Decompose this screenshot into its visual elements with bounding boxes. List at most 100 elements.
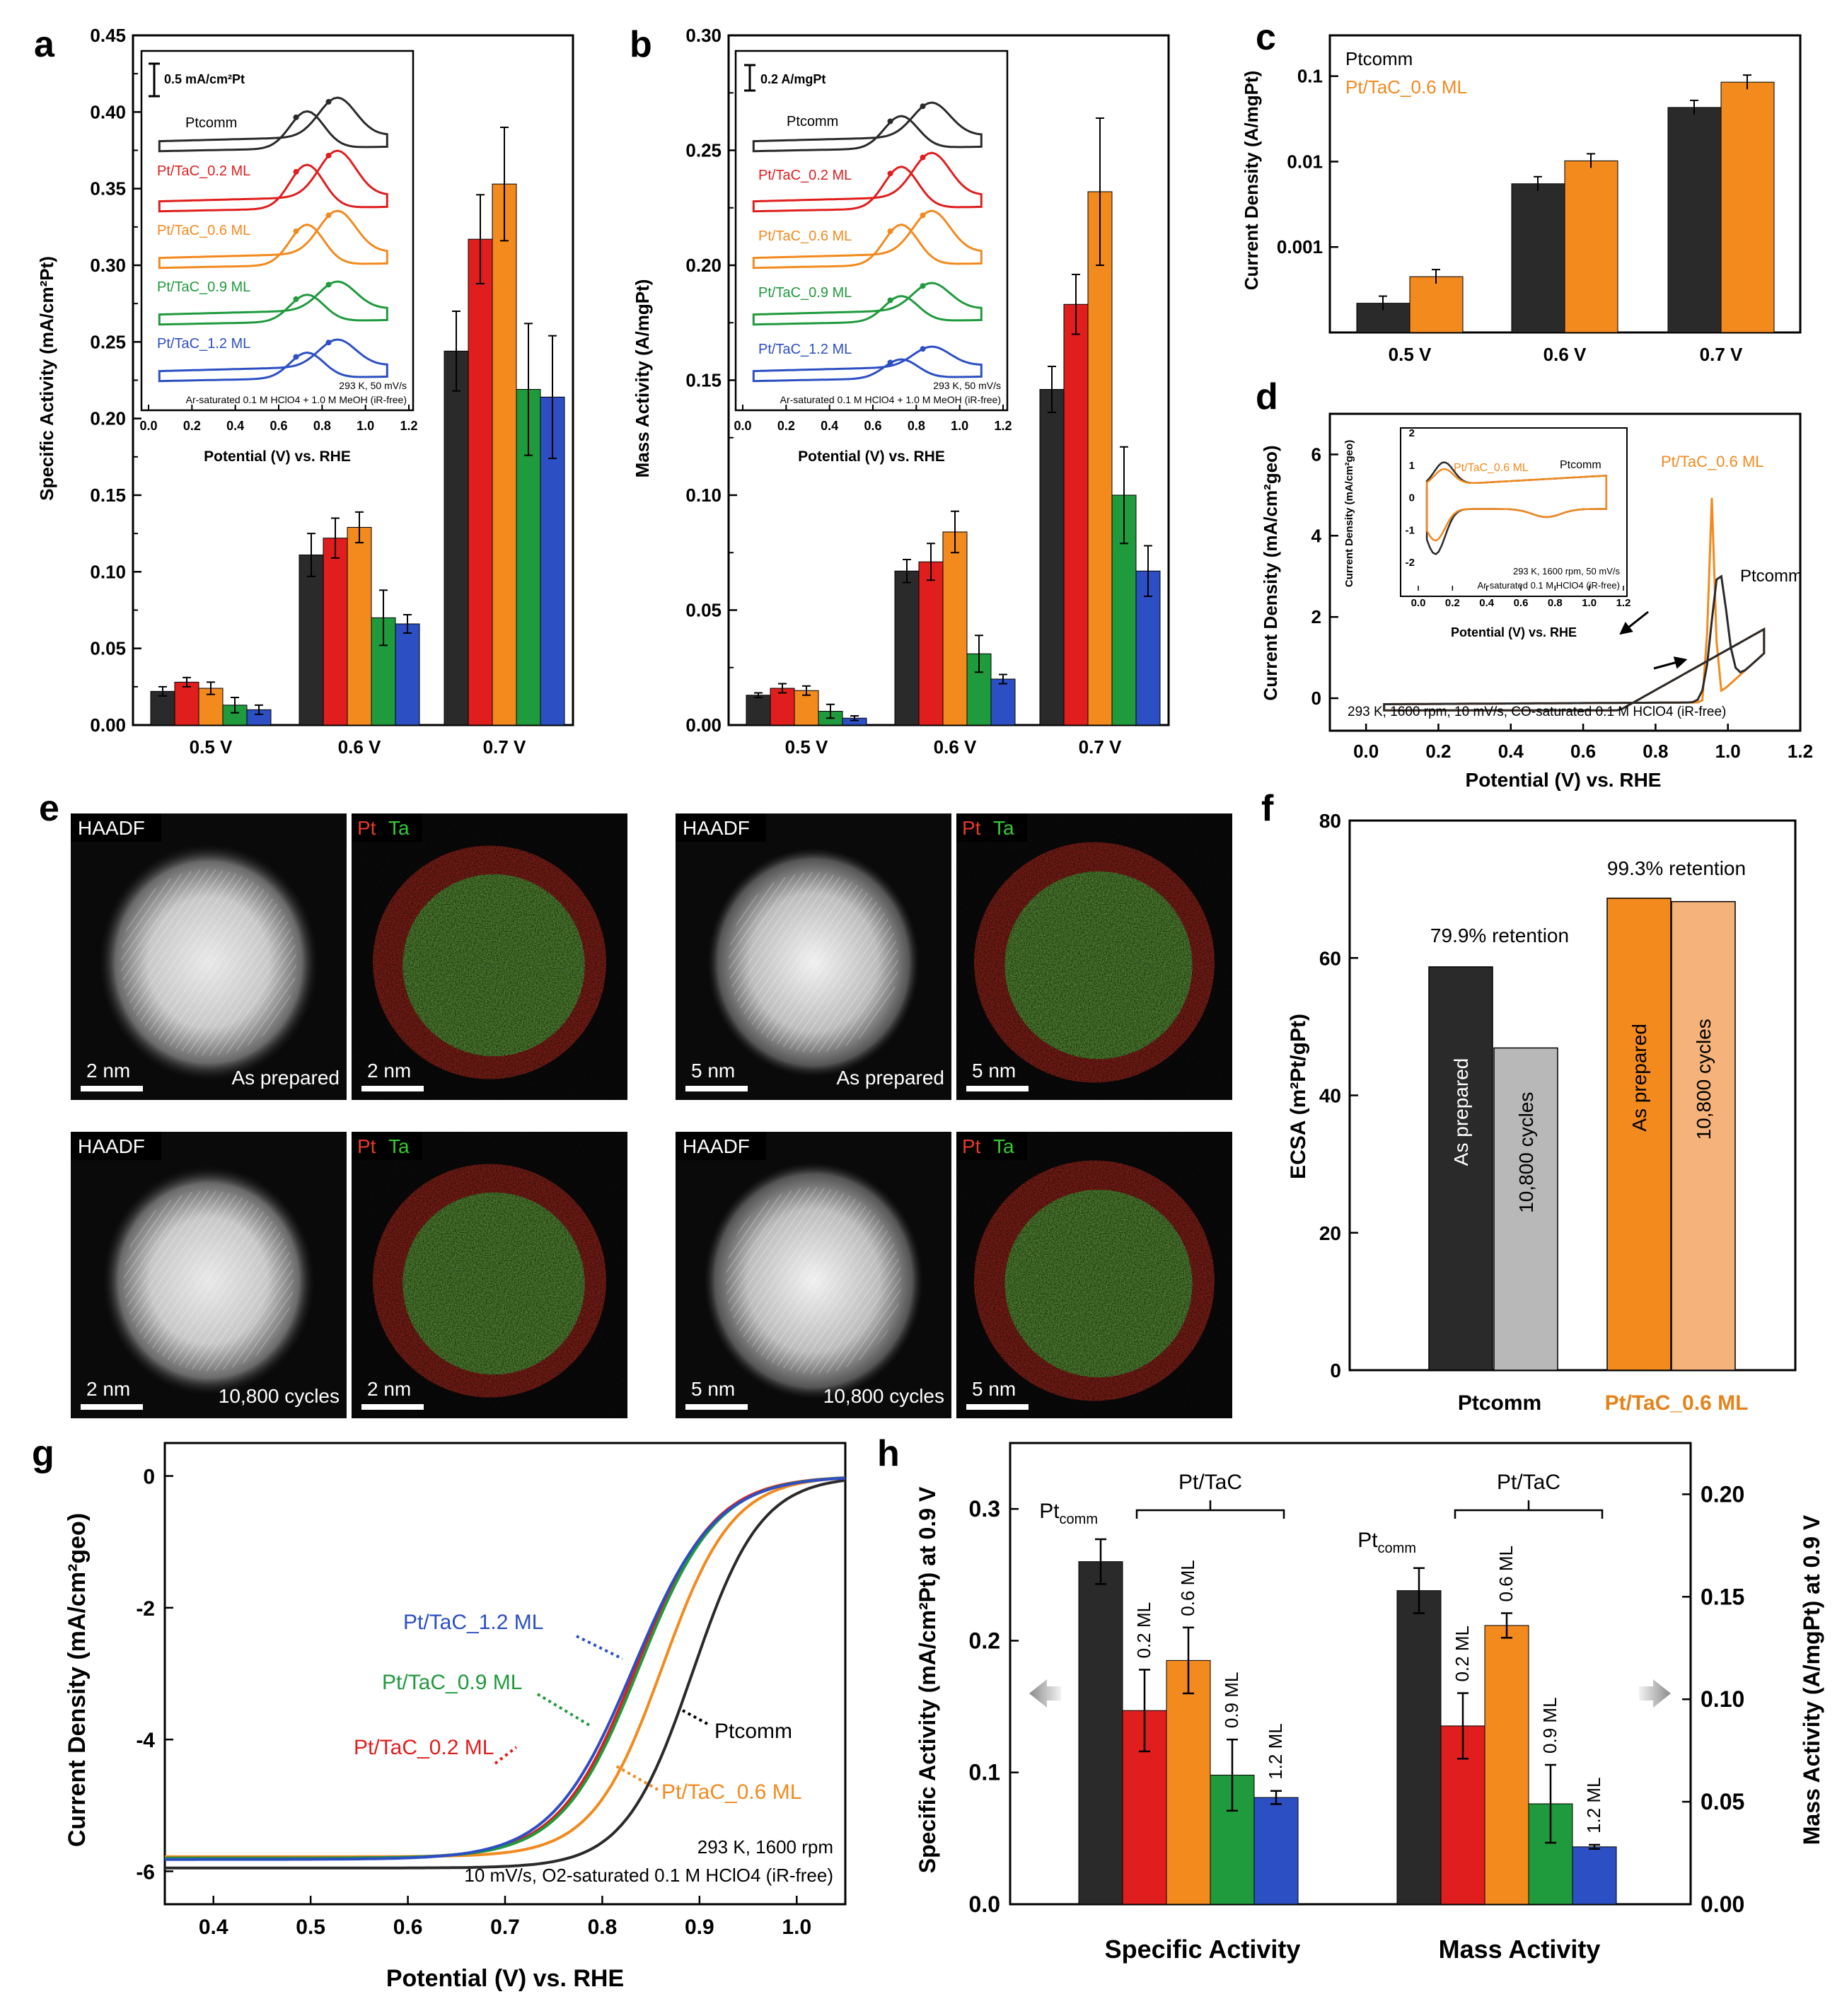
scale-bar-label: 2 nm (86, 1378, 130, 1400)
panel-h-ytick-label-left: 0.2 (969, 1628, 1000, 1653)
panel-b-ylabel: Mass Activity (A/mgPt) (632, 279, 653, 478)
panel-g-xtick-label: 0.8 (588, 1916, 618, 1939)
panel-b-inset-cv-curve (752, 209, 983, 270)
panel-d-arrow-down (1619, 610, 1649, 635)
scale-bar-label: 5 nm (972, 1060, 1016, 1082)
panel-g-label-ptcomm: Ptcomm (714, 1720, 792, 1743)
panel-d-inset-ytick-label: -2 (1406, 557, 1415, 569)
panel-h-bracket (1135, 1509, 1285, 1519)
panel-f-bar-label: As prepared (1628, 1024, 1650, 1132)
haadf-label: HAADF (683, 1135, 750, 1157)
panel-g-xlabel: Potential (V) vs. RHE (386, 1965, 624, 1992)
panel-h-ytick-label-right: 0.05 (1701, 1789, 1744, 1814)
panel-a-bar (323, 538, 348, 726)
pt-label: Pt (357, 817, 376, 839)
panel-b-bar (746, 695, 771, 726)
panel-d-xtick-label: 0.0 (1353, 741, 1379, 762)
panel-a-inset-label-09: Pt/TaC_0.9 ML (157, 279, 250, 295)
panel-f-chart: ECSA (m²Pt/gPt) 0 20 40 60 80 As prepared 10,… (1287, 810, 1797, 1415)
panel-a-inset-frame (140, 50, 415, 412)
scale-bar (966, 1404, 1029, 1410)
panel-b-inset-xtick-label: 0.6 (864, 419, 881, 433)
panel-g-label-09: Pt/TaC_0.9 ML (382, 1671, 522, 1694)
panel-a-inset-xlabel: Potential (V) vs. RHE (204, 448, 351, 465)
panel-b-inset-xtick-label: 0.2 (777, 419, 795, 433)
panel-c-ytick-label: 0.001 (1277, 236, 1323, 257)
panel-d-inset-frame (1400, 427, 1628, 597)
condition-label: 10,800 cycles (823, 1385, 944, 1407)
panel-d-ytick-label: 4 (1311, 525, 1322, 546)
panel-a-inset-marker (293, 296, 299, 302)
haadf-image: HAADF As prepared 2 nm (71, 813, 347, 1100)
panel-a-bar (468, 238, 493, 726)
panel-b-bar (770, 688, 795, 726)
panel-f-bar (1671, 900, 1736, 1371)
panel-d-inset-xtick-label: 0.4 (1479, 597, 1495, 609)
panel-a-xtick-label: 0.5 V (190, 736, 233, 758)
panel-h-arrow-left (1029, 1679, 1061, 1708)
panel-a-inset-marker (325, 152, 332, 158)
panel-h-ytick-label-left: 0.0 (969, 1892, 1000, 1917)
panel-h-bar (1396, 1590, 1442, 1905)
panel-d-inset-xtick-label: 0.6 (1514, 597, 1529, 609)
panel-a-ytick-label: 0.40 (90, 101, 126, 122)
panel-a-ytick-label: 0.30 (90, 255, 126, 276)
panel-g-xtick-label: 0.7 (490, 1916, 520, 1939)
panel-b-xtick-label: 0.6 V (934, 736, 977, 758)
panel-c-bar (1511, 183, 1565, 333)
panel-b-inset-xtick-label: 0.8 (908, 419, 925, 433)
panel-b-inset-marker (920, 346, 926, 352)
panel-c-legend-ptcomm: Ptcomm (1345, 48, 1413, 69)
panel-b-ytick-label: 0.15 (685, 370, 722, 391)
panel-a-ytick-label: 0.20 (90, 408, 126, 429)
panel-h-chart: Specific Activity (mA/cm²Pt) at 0.9 V Ma… (915, 1442, 1824, 1964)
condition-label: As prepared (836, 1067, 944, 1089)
panel-b-bar (1063, 303, 1089, 726)
panel-a-bar (174, 681, 199, 726)
panel-a-inset-marker (293, 114, 299, 120)
panel-a-inset-xtick-label: 0.4 (226, 419, 244, 433)
panel-f-bar (1428, 966, 1493, 1371)
panel-g-note1: 293 K, 1600 rpm (697, 1836, 833, 1858)
panel-c-legend-06: Pt/TaC_0.6 ML (1345, 76, 1467, 98)
panel-h-frame (1009, 1442, 1692, 1906)
panel-d-inset-xtick-label: 0.0 (1411, 597, 1426, 609)
panel-b-inset-xtick-label: 1.0 (951, 419, 968, 433)
panel-a-inset-xtick-label: 0.6 (270, 419, 287, 433)
panel-g-note2: 10 mV/s, O2-saturated 0.1 M HClO4 (iR-fr… (464, 1865, 833, 1886)
panel-g-curve (165, 1476, 846, 1861)
scale-bar (361, 1404, 424, 1410)
ta-label: Ta (388, 817, 410, 839)
panel-h-group-label: Pt/TaC (1497, 1471, 1560, 1494)
panel-a-inset-marker (325, 212, 332, 219)
scale-bar (966, 1086, 1029, 1091)
panel-d-inset-xtick-label: 0.8 (1548, 597, 1563, 609)
panel-d-arrow-up (1653, 656, 1688, 670)
panel-d-xtick-label: 1.0 (1715, 741, 1741, 762)
panel-letter-b: b (630, 24, 652, 65)
panel-c-ytick-label: 0.01 (1287, 151, 1323, 172)
panel-b-inset-xtick-label: 0.4 (821, 419, 838, 433)
panel-d-xtick-label: 0.2 (1425, 741, 1451, 762)
panel-d-ytick-label: 2 (1311, 606, 1321, 627)
panel-b-inset-marker (920, 103, 926, 110)
panel-h-arrow-right (1639, 1679, 1671, 1708)
panel-a-bar (444, 350, 469, 726)
panel-letter-g: g (32, 1433, 54, 1474)
panel-a-inset-cv-curve (158, 209, 388, 270)
panel-h-bar (1166, 1659, 1211, 1905)
haadf-image: HAADF 10,800 cycles 2 nm (71, 1132, 347, 1418)
haadf-label: HAADF (78, 817, 145, 839)
panel-d-inset-xtick-label: 1.2 (1616, 597, 1631, 609)
panel-h-cat-mass: Mass Activity (1439, 1935, 1601, 1964)
panel-c-xtick-label: 0.7 V (1700, 344, 1743, 365)
panel-b-inset-frame (734, 50, 1009, 412)
panel-h-ytick-label-right: 0.15 (1701, 1584, 1744, 1609)
panel-letter-f: f (1261, 788, 1274, 829)
scale-bar (685, 1086, 748, 1091)
panel-a-inset-marker (293, 228, 299, 234)
panel-a-inset-cv-curve (158, 96, 388, 153)
panel-b-inset-cv-curve (752, 282, 983, 326)
panel-h-ytick-label-left: 0.1 (969, 1760, 1000, 1785)
panel-d-xlabel: Potential (V) vs. RHE (1466, 769, 1662, 791)
